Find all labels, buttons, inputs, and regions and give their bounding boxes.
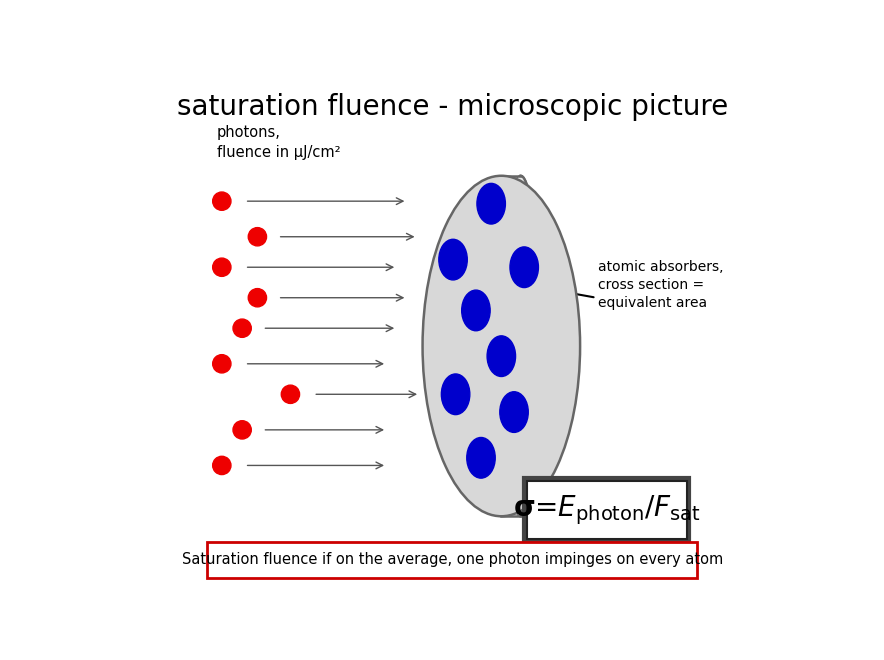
Polygon shape: [423, 346, 580, 516]
Circle shape: [213, 456, 231, 475]
Circle shape: [233, 420, 251, 439]
Ellipse shape: [477, 183, 506, 224]
Circle shape: [248, 288, 267, 307]
Text: photons,
fluence in μJ/cm²: photons, fluence in μJ/cm²: [217, 125, 340, 160]
Polygon shape: [423, 176, 580, 346]
Text: $\mathbf{\sigma}$=$\mathit{E}_{\mathrm{photon}}$/$\mathit{F}_{\mathrm{sat}}$: $\mathbf{\sigma}$=$\mathit{E}_{\mathrm{p…: [513, 493, 701, 527]
Ellipse shape: [467, 438, 495, 478]
Circle shape: [213, 354, 231, 373]
Text: saturation fluence - microscopic picture: saturation fluence - microscopic picture: [178, 93, 728, 121]
Circle shape: [281, 385, 300, 403]
Ellipse shape: [441, 374, 469, 414]
Text: atomic absorbers,
cross section =
equivalent area: atomic absorbers, cross section = equiva…: [598, 259, 723, 310]
FancyBboxPatch shape: [207, 542, 697, 578]
Circle shape: [213, 192, 231, 211]
Ellipse shape: [438, 240, 468, 280]
Ellipse shape: [461, 290, 490, 331]
Ellipse shape: [501, 176, 540, 516]
Circle shape: [233, 319, 251, 337]
Ellipse shape: [423, 176, 580, 516]
Ellipse shape: [499, 392, 529, 432]
Ellipse shape: [487, 336, 515, 376]
Ellipse shape: [510, 247, 538, 288]
FancyBboxPatch shape: [524, 478, 690, 542]
Text: Saturation fluence if on the average, one photon impinges on every atom: Saturation fluence if on the average, on…: [182, 552, 724, 568]
Circle shape: [248, 228, 267, 246]
FancyBboxPatch shape: [527, 480, 687, 539]
Circle shape: [213, 258, 231, 277]
